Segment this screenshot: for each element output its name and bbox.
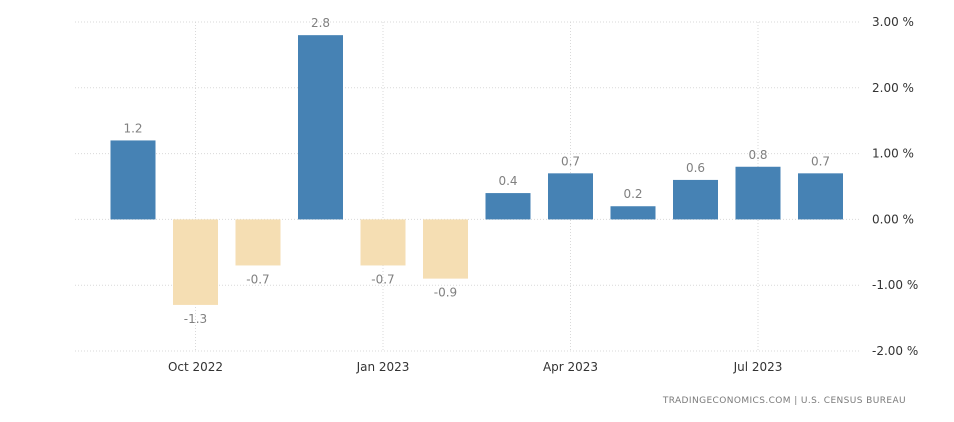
x-tick-label: Jan 2023 [356, 360, 410, 374]
y-tick-label: 2.00 % [872, 81, 914, 95]
y-tick-label: 1.00 % [872, 147, 914, 161]
bar [673, 179, 718, 220]
x-tick-label: Jul 2023 [733, 360, 783, 374]
y-tick-label: 3.00 % [872, 15, 914, 29]
y-tick-label: 0.00 % [872, 212, 914, 226]
bar [485, 193, 531, 220]
data-label: -0.7 [246, 272, 269, 286]
data-label: -0.9 [434, 286, 457, 300]
data-label: 0.8 [748, 148, 767, 162]
data-label: 1.2 [123, 121, 142, 135]
bar [235, 219, 281, 266]
bar [360, 219, 406, 266]
y-tick-label: -2.00 % [872, 344, 918, 358]
x-axis: Oct 2022 Jan 2023 Apr 2023 Jul 2023 [168, 360, 782, 374]
bar [548, 173, 593, 220]
y-tick-label: -1.00 % [872, 278, 918, 292]
bar [298, 35, 343, 220]
data-label: 0.7 [561, 154, 580, 168]
data-labels: 1.2 -1.3 -0.7 2.8 -0.7 -0.9 0.4 0.7 0.2 0.6 0.8 0.7 [123, 16, 830, 326]
data-label: 0.2 [623, 187, 642, 201]
bar [610, 206, 656, 220]
data-label: 0.7 [811, 154, 830, 168]
bar [173, 219, 218, 305]
x-tick-label: Apr 2023 [543, 360, 598, 374]
data-label: 2.8 [311, 16, 330, 30]
x-tick-label: Oct 2022 [168, 360, 223, 374]
bar [735, 166, 781, 220]
grid-lines [75, 21, 860, 352]
bar [423, 219, 468, 279]
data-label: 0.4 [498, 174, 517, 188]
bar [798, 173, 843, 220]
data-label: -0.7 [371, 272, 394, 286]
bar [110, 140, 156, 220]
bars [110, 35, 843, 305]
y-axis: 3.00 % 2.00 % 1.00 % 0.00 % -1.00 % -2.00 % [872, 15, 918, 358]
data-label: -1.3 [184, 312, 207, 326]
data-label: 0.6 [686, 161, 705, 175]
source-attribution: TRADINGECONOMICS.COM | U.S. CENSUS BUREA… [662, 396, 906, 406]
